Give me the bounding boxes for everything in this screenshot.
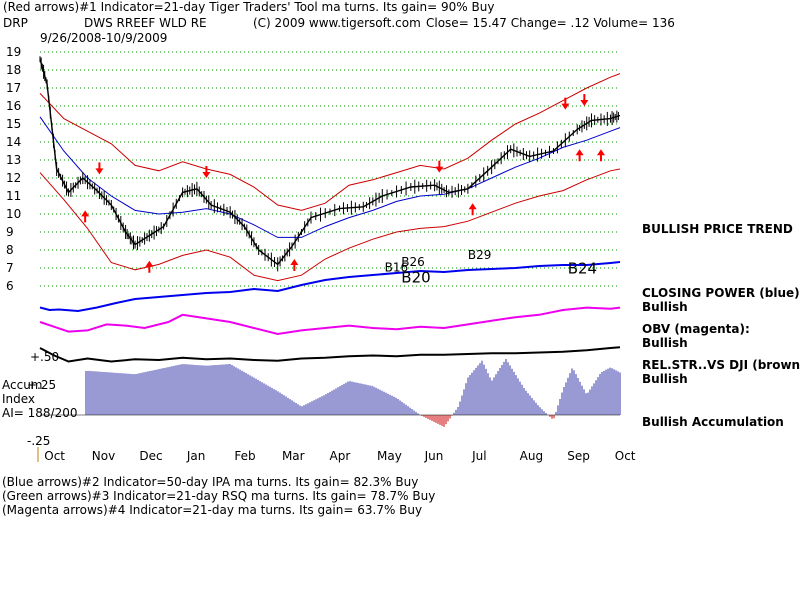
- relstr-status: Bullish: [642, 372, 688, 386]
- month-label: Oct: [44, 449, 65, 463]
- signal-arrow: [95, 162, 104, 175]
- price-tick-label: 19: [6, 45, 21, 59]
- signal-arrow: [81, 210, 90, 223]
- price-tick-label: 8: [6, 243, 14, 257]
- month-label: Dec: [139, 449, 162, 463]
- month-label: Oct: [615, 449, 636, 463]
- price-tick-label: 7: [6, 261, 14, 275]
- header-stats: Close= 15.47 Change= .12 Volume= 136: [426, 16, 675, 30]
- price-tick-label: 9: [6, 225, 14, 239]
- signal-arrow: [580, 94, 589, 106]
- signal-arrow: [202, 166, 211, 178]
- price-tick-label: 15: [6, 117, 21, 131]
- footer-green-arrows: (Green arrows)#3 Indicator=21-day RSQ ma…: [2, 489, 436, 503]
- price-tick-label: 18: [6, 63, 21, 77]
- price-trend-label: BULLISH PRICE TREND: [642, 222, 793, 236]
- price-tick-label: 14: [6, 135, 21, 149]
- signal-label: B29: [468, 248, 492, 262]
- price-tick-label: 11: [6, 189, 21, 203]
- header-symbol: DRP: [3, 16, 28, 30]
- chart-series: [39, 56, 621, 427]
- accum-title-2: Index: [2, 392, 35, 406]
- month-label: Feb: [234, 449, 255, 463]
- closing-power-status: Bullish: [642, 300, 688, 314]
- closing-power-line: [39, 261, 621, 313]
- signal-label: B24: [568, 259, 597, 277]
- signal-arrow: [575, 149, 584, 162]
- signal-arrows: [81, 94, 605, 273]
- moving-average-line: [39, 116, 621, 238]
- header-copyright: (C) 2009 www.tigersoft.com: [253, 16, 421, 30]
- relative-strength-line: [39, 346, 621, 363]
- signal-arrow: [435, 160, 444, 173]
- signal-arrow: [561, 97, 570, 110]
- signal-label: B20: [401, 268, 430, 286]
- price-tick-label: 13: [6, 153, 21, 167]
- obv-status: Bullish: [642, 336, 688, 350]
- accum-plus-label: +.25: [27, 378, 56, 392]
- price-tick-label: 12: [6, 171, 21, 185]
- footer-blue-arrows: (Blue arrows)#2 Indicator=50-day IPA ma …: [2, 475, 419, 489]
- header-name: DWS RREEF WLD RE: [84, 16, 207, 30]
- month-label: Mar: [282, 449, 305, 463]
- closing-power-label: CLOSING POWER (blue):: [642, 286, 800, 300]
- price-tick-label: 17: [6, 81, 21, 95]
- price-tick-label: 16: [6, 99, 21, 113]
- month-label: Jul: [471, 449, 486, 463]
- price-tick-label: 6: [6, 279, 14, 293]
- accum-title: Accum: [2, 378, 43, 392]
- month-label: Aug: [520, 449, 543, 463]
- month-label: Jan: [186, 449, 206, 463]
- signal-arrow: [596, 149, 605, 162]
- obv-label: OBV (magenta):: [642, 322, 750, 336]
- month-label: Sep: [567, 449, 590, 463]
- month-label: Nov: [92, 449, 115, 463]
- upper-band-line: [39, 73, 621, 211]
- accum-minus-label: -.25: [27, 434, 50, 448]
- price-grid: [40, 51, 620, 287]
- month-label: Jun: [424, 449, 444, 463]
- footer-magenta-arrows: (Magenta arrows)#4 Indicator=21-day ma t…: [2, 503, 423, 517]
- month-label: May: [377, 449, 402, 463]
- obv-line: [39, 306, 621, 336]
- month-axis-labels: Oct Nov Dec Jan Feb Mar Apr May Jun Jul Aug Sep Oct: [44, 449, 636, 463]
- price-axis-ticks: 19 18 17 16 15 14 13 12 11 10 9 8 7 6: [6, 45, 21, 293]
- signal-arrow: [468, 203, 477, 216]
- signal-arrow: [290, 259, 299, 271]
- month-label: Apr: [330, 449, 351, 463]
- relstr-label: REL.STR..VS DJI (brown):: [642, 358, 800, 372]
- signal-label: B16: [385, 261, 409, 275]
- header-date-range: 9/26/2008-10/9/2009: [40, 31, 167, 45]
- signal-label: B26: [401, 255, 425, 269]
- header-indicator-line: (Red arrows)#1 Indicator=21-day Tiger Tr…: [3, 0, 494, 14]
- price-tick-label: 10: [6, 207, 21, 221]
- accum-ai-value: AI= 188/200: [2, 406, 77, 420]
- lower-band-line: [39, 168, 621, 282]
- relstr-fifty-label: +.50: [30, 350, 59, 364]
- accumulation-status: Bullish Accumulation: [642, 415, 784, 429]
- signal-arrow: [145, 260, 154, 273]
